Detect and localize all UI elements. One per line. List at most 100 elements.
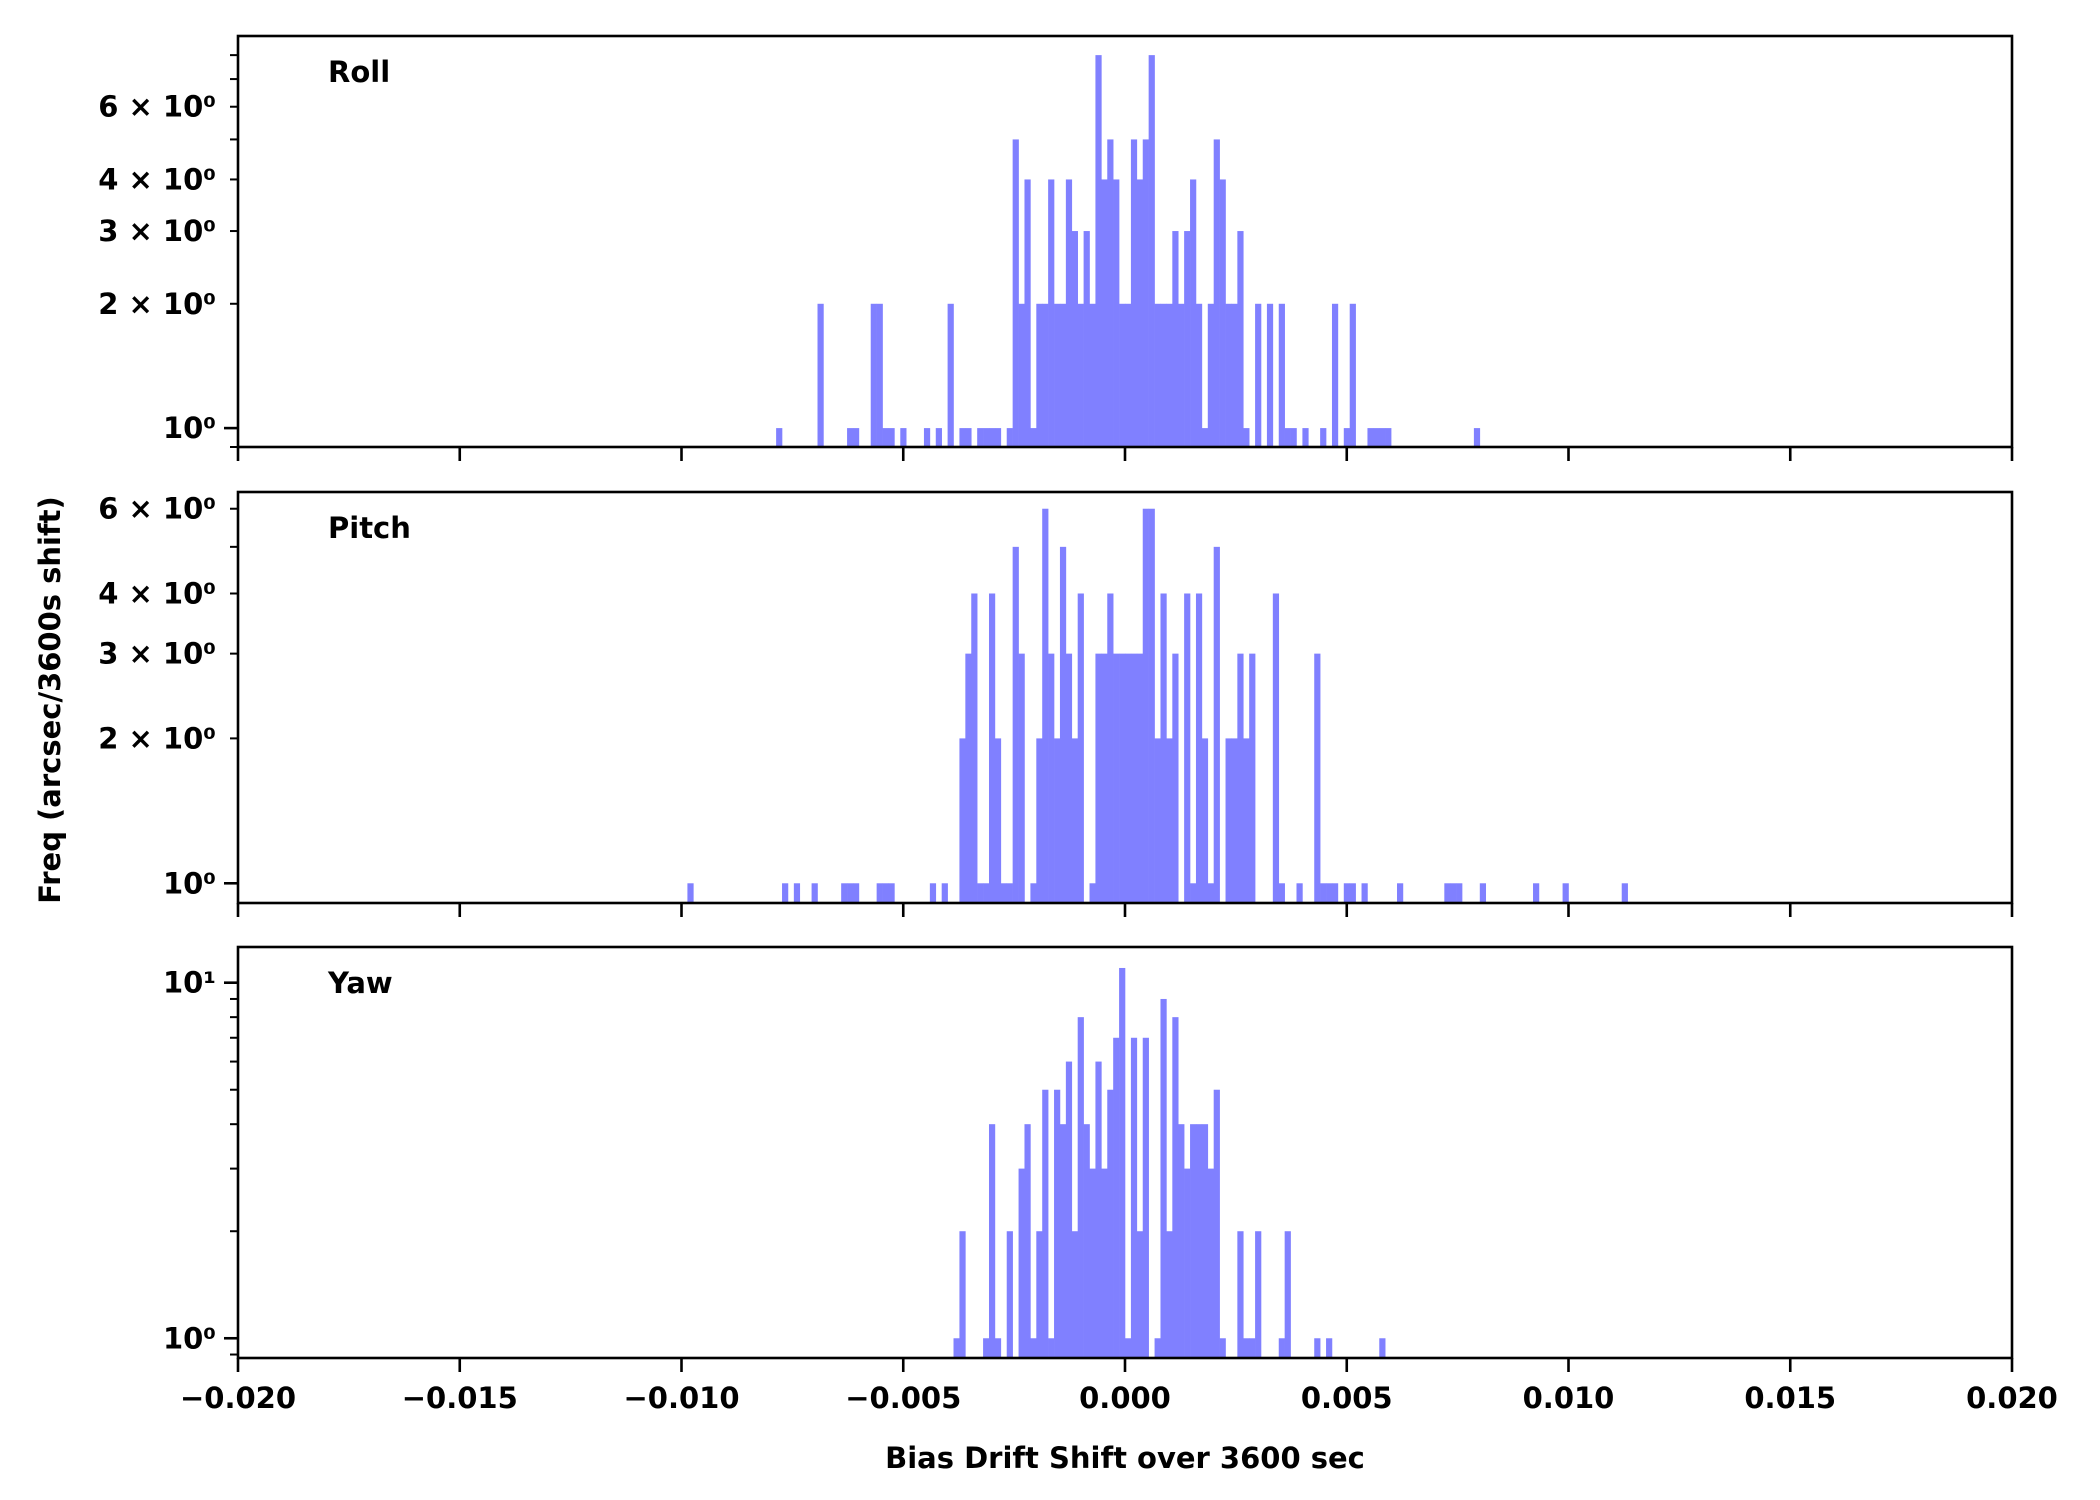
bar bbox=[1024, 1124, 1031, 1358]
bar bbox=[1237, 653, 1244, 903]
bar bbox=[1166, 303, 1173, 447]
bar bbox=[1148, 508, 1155, 903]
bar bbox=[1042, 1089, 1049, 1358]
y-tick-label: 2 × 10⁰ bbox=[98, 287, 216, 321]
bar bbox=[1249, 653, 1256, 903]
bar bbox=[888, 883, 895, 903]
bar bbox=[988, 593, 996, 903]
bar bbox=[1130, 653, 1138, 903]
bar bbox=[1314, 653, 1321, 903]
histogram-bars bbox=[776, 55, 1481, 448]
bar bbox=[1042, 508, 1049, 903]
bar bbox=[965, 653, 972, 903]
bar bbox=[1237, 1231, 1244, 1358]
bar bbox=[1077, 593, 1084, 903]
bar bbox=[1231, 738, 1238, 903]
bar bbox=[1077, 303, 1084, 447]
bar bbox=[1059, 303, 1067, 447]
bar bbox=[1113, 179, 1120, 447]
bar bbox=[1367, 428, 1374, 447]
bar bbox=[1077, 1017, 1084, 1358]
y-tick-label: 6 × 10⁰ bbox=[98, 492, 216, 526]
bar bbox=[1201, 428, 1209, 447]
bar bbox=[1243, 738, 1250, 903]
bar bbox=[1278, 1338, 1285, 1358]
y-tick-label: 4 × 10⁰ bbox=[98, 576, 216, 610]
bar bbox=[1065, 1061, 1073, 1358]
bar bbox=[1207, 1168, 1214, 1358]
panel-title: Yaw bbox=[327, 966, 393, 1000]
bar bbox=[1119, 653, 1126, 903]
y-tick-label: 10¹ bbox=[163, 966, 216, 1000]
bar bbox=[1178, 303, 1185, 447]
bar bbox=[971, 593, 978, 903]
bar bbox=[876, 303, 883, 447]
bar bbox=[1107, 593, 1114, 903]
histogram-bars bbox=[953, 967, 1386, 1358]
bar bbox=[1225, 303, 1232, 447]
bar bbox=[929, 883, 937, 903]
bar bbox=[1089, 883, 1096, 903]
bar bbox=[1190, 883, 1197, 903]
bar bbox=[959, 1231, 966, 1358]
panel-title: Pitch bbox=[328, 511, 411, 545]
bar bbox=[1071, 738, 1078, 903]
bar bbox=[817, 303, 824, 447]
bar bbox=[847, 428, 854, 447]
bar bbox=[977, 428, 984, 447]
bar bbox=[1059, 546, 1067, 903]
bar bbox=[1207, 883, 1214, 903]
bar bbox=[1320, 428, 1327, 447]
y-tick-label: 3 × 10⁰ bbox=[98, 214, 216, 248]
bar bbox=[1012, 139, 1019, 448]
y-tick-label: 10⁰ bbox=[163, 411, 216, 445]
x-tick-label: −0.015 bbox=[402, 1381, 518, 1415]
bar bbox=[1042, 303, 1049, 447]
bar bbox=[977, 883, 984, 903]
bar bbox=[1201, 1124, 1209, 1358]
bar bbox=[1243, 1338, 1250, 1358]
bar bbox=[852, 428, 860, 447]
bar bbox=[1006, 1231, 1013, 1358]
x-tick-label: 0.005 bbox=[1301, 1381, 1393, 1415]
bar bbox=[1113, 653, 1120, 903]
bar bbox=[988, 1124, 996, 1358]
bar bbox=[1119, 303, 1126, 447]
bar bbox=[1207, 303, 1214, 447]
bar bbox=[994, 738, 1002, 903]
bar bbox=[1160, 998, 1167, 1358]
bar bbox=[847, 883, 854, 903]
bar bbox=[870, 303, 877, 447]
panel-yaw: −0.020 −0.015 −0.010 −0.005 0.000 0.005 0.010 0… bbox=[163, 945, 2058, 1475]
bar bbox=[994, 428, 1002, 447]
histogram-bars bbox=[687, 508, 1628, 903]
bar bbox=[1290, 428, 1297, 447]
bar bbox=[1006, 883, 1013, 903]
bar bbox=[1397, 883, 1404, 903]
bar bbox=[1125, 303, 1132, 447]
bar bbox=[1184, 593, 1191, 903]
bar bbox=[1130, 1037, 1138, 1358]
bar bbox=[1379, 1338, 1386, 1358]
bar bbox=[1349, 303, 1356, 447]
bar bbox=[953, 1338, 960, 1358]
bar bbox=[1024, 179, 1031, 447]
bar bbox=[900, 428, 907, 447]
y-tick-label: 10⁰ bbox=[163, 866, 216, 900]
bar bbox=[1190, 179, 1197, 447]
bar bbox=[1225, 738, 1232, 903]
bar bbox=[1284, 1231, 1291, 1358]
bar bbox=[1142, 1037, 1149, 1358]
y-tick-label: 6 × 10⁰ bbox=[98, 90, 216, 124]
bar bbox=[1048, 179, 1055, 447]
bar bbox=[1054, 1089, 1061, 1358]
bar bbox=[1065, 179, 1073, 447]
bar bbox=[1018, 1168, 1025, 1358]
bar bbox=[1030, 883, 1037, 903]
bar bbox=[941, 883, 948, 903]
bar bbox=[1172, 653, 1179, 903]
bar bbox=[1136, 179, 1144, 447]
x-tick-label: −0.020 bbox=[180, 1381, 296, 1415]
bar bbox=[1320, 883, 1327, 903]
